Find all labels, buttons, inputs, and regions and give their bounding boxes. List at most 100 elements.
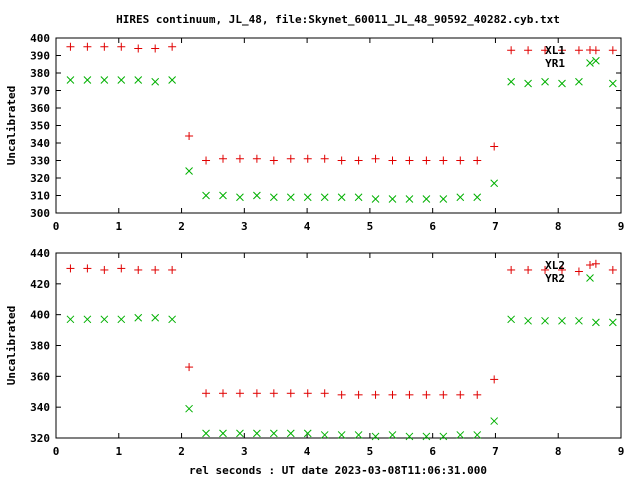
- data-point: [202, 429, 210, 438]
- y-tick-label: 390: [30, 50, 50, 63]
- data-point: [422, 156, 431, 165]
- data-point: [269, 193, 278, 202]
- x-tick-label: 3: [241, 220, 248, 233]
- y-tick-label: 440: [30, 247, 50, 260]
- legend-marker: [586, 274, 594, 282]
- data-point: [405, 390, 414, 399]
- data-point: [592, 56, 600, 65]
- data-point: [473, 431, 482, 439]
- legend-marker: [586, 46, 594, 54]
- data-point: [557, 265, 566, 274]
- data-point: [83, 264, 92, 273]
- data-point: [286, 193, 295, 202]
- x-tick-label: 5: [367, 445, 374, 458]
- legend-label: YR1: [545, 57, 565, 70]
- data-point: [439, 156, 448, 165]
- data-point: [218, 389, 227, 398]
- x-tick-label: 1: [115, 445, 122, 458]
- data-point: [219, 191, 227, 200]
- data-point: [100, 265, 109, 274]
- data-point: [253, 429, 261, 438]
- x-tick-label: 6: [429, 220, 436, 233]
- data-point: [388, 431, 397, 439]
- data-point: [490, 179, 499, 188]
- data-point: [608, 46, 617, 55]
- data-point: [252, 389, 261, 398]
- x-axis-label: rel seconds : UT date 2023-03-08T11:06:3…: [189, 464, 487, 477]
- data-point: [388, 390, 397, 399]
- data-point: [320, 193, 329, 202]
- legend-label: XL2: [545, 259, 565, 272]
- data-point: [66, 42, 75, 51]
- data-point: [100, 42, 109, 51]
- x-tick-label: 7: [492, 220, 499, 233]
- legend-marker: [586, 261, 594, 269]
- data-point: [371, 432, 380, 441]
- legend-marker: [586, 59, 594, 67]
- series-XL1: [66, 42, 617, 165]
- data-point: [168, 42, 177, 51]
- data-point: [473, 156, 482, 165]
- y-tick-label: 300: [30, 207, 50, 220]
- data-point: [320, 431, 329, 439]
- y-tick-label: 380: [30, 340, 50, 353]
- data-point: [524, 265, 533, 274]
- data-point: [185, 167, 193, 175]
- data-point: [507, 265, 516, 274]
- y-tick-label: 400: [30, 309, 50, 322]
- data-point: [168, 315, 176, 324]
- data-point: [354, 193, 363, 202]
- data-point: [236, 193, 244, 202]
- y-axis-label: Uncalibrated: [5, 86, 18, 165]
- y-tick-label: 320: [30, 172, 50, 185]
- data-point: [83, 42, 92, 51]
- data-point: [83, 76, 92, 84]
- data-point: [236, 429, 244, 438]
- plot-panel-1: 300 310 320 330 340 350 360 370 380 390 400 0 1 2 3 4 5 6…: [5, 32, 624, 233]
- data-point: [422, 195, 431, 203]
- data-point: [354, 156, 363, 165]
- data-point: [541, 46, 550, 55]
- data-point: [202, 191, 210, 200]
- x-tick-label: 9: [618, 220, 625, 233]
- data-point: [439, 195, 448, 203]
- data-point: [320, 389, 329, 398]
- x-tick-label: 2: [178, 220, 185, 233]
- plot-frame: [55, 37, 622, 214]
- data-point: [524, 316, 532, 325]
- y-tick-label: 380: [30, 67, 50, 80]
- data-point: [117, 264, 126, 273]
- data-point: [134, 313, 143, 322]
- data-point: [439, 432, 448, 441]
- y-tick-label: 360: [30, 102, 50, 115]
- data-point: [541, 77, 549, 86]
- x-tick-label: 2: [178, 445, 185, 458]
- data-point: [269, 389, 278, 398]
- series-YR1: [66, 56, 617, 203]
- x-tick-label: 0: [53, 220, 60, 233]
- data-point: [337, 193, 346, 202]
- data-point: [269, 429, 278, 438]
- x-tick-label: 5: [367, 220, 374, 233]
- data-point: [371, 154, 380, 163]
- data-point: [303, 154, 312, 163]
- data-point: [507, 77, 515, 86]
- y-tick-label: 360: [30, 370, 50, 383]
- data-point: [134, 76, 143, 84]
- data-point: [185, 363, 194, 372]
- data-point: [608, 318, 617, 327]
- y-tick-label: 320: [30, 432, 50, 445]
- x-tick-label: 0: [53, 445, 60, 458]
- data-point: [456, 390, 465, 399]
- data-point: [456, 431, 465, 439]
- data-point: [456, 156, 465, 165]
- data-point: [558, 79, 566, 88]
- data-point: [541, 316, 549, 325]
- data-point: [235, 389, 244, 398]
- data-point: [303, 429, 312, 438]
- data-point: [185, 404, 193, 413]
- data-point: [541, 265, 550, 274]
- x-tick-label: 4: [304, 220, 311, 233]
- x-tick-label: 1: [115, 220, 122, 233]
